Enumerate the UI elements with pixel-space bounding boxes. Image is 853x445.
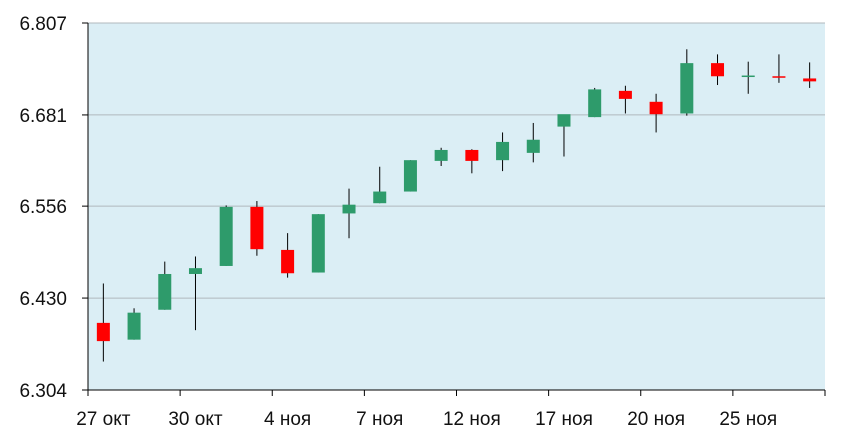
grid-lines (88, 22, 825, 391)
candles-group (96, 49, 817, 362)
x-tick-label: 7 ноя (356, 409, 403, 430)
candle-body-up (434, 149, 448, 161)
x-tick-label: 20 ноя (627, 409, 685, 430)
candle-body-up (403, 160, 417, 192)
candle-body-up (373, 191, 387, 204)
candle-body-down (96, 322, 110, 342)
candle-body-down (803, 78, 817, 82)
y-tick-label: 6.807 (19, 14, 67, 35)
candle-body-down (281, 249, 295, 274)
candle-body-down (772, 76, 786, 78)
candle-body-up (342, 204, 356, 214)
candle-body-down (250, 206, 264, 250)
x-tick-label: 12 ноя (443, 409, 501, 430)
y-axis-labels: 6.807 6.681 6.556 6.430 6.304 (19, 14, 67, 402)
candle-body-up (588, 89, 602, 118)
axes-group (82, 22, 826, 396)
x-tick-label: 4 ноя (264, 409, 311, 430)
x-tick-label: 25 ноя (719, 409, 777, 430)
candle-body-up (526, 139, 540, 153)
x-tick-label: 30 окт (168, 409, 223, 430)
candle-body-up (158, 273, 172, 310)
x-tick-label: 27 окт (76, 409, 131, 430)
y-tick-label: 6.681 (19, 106, 67, 127)
candle-body-down (465, 149, 479, 161)
candle-body-up (219, 206, 233, 266)
candle-body-up (557, 114, 571, 127)
candle-body-up (311, 214, 325, 273)
x-axis-labels: 27 окт 30 окт 4 ноя 7 ноя 12 ноя 17 ноя 20 ноя… (76, 409, 777, 430)
candle-body-up (741, 75, 755, 78)
y-tick-label: 6.304 (19, 381, 67, 402)
candle-body-down (649, 101, 663, 115)
candle-body-up (188, 268, 202, 274)
y-tick-label: 6.430 (19, 289, 67, 310)
candle-body-up (496, 141, 510, 161)
candle-body-up (680, 63, 694, 114)
x-tick-label: 17 ноя (535, 409, 593, 430)
candle-body-up (127, 312, 141, 340)
candle-body-down (618, 90, 632, 99)
y-tick-label: 6.556 (19, 197, 67, 218)
candle-body-down (711, 63, 725, 77)
